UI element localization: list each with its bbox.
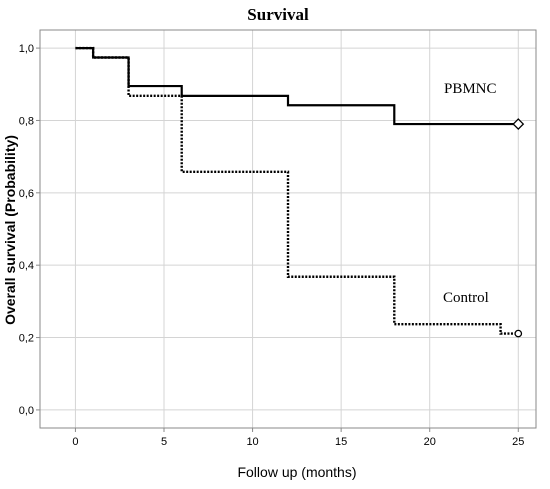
y-tick-label: 0,4 (19, 260, 34, 272)
chart-title: Survival (247, 5, 309, 24)
censor-marker-pbmnc (512, 118, 525, 130)
series-label-pbmnc: PBMNC (444, 81, 497, 97)
x-tick-label: 25 (512, 436, 524, 448)
y-tick-label: 0,6 (19, 188, 34, 200)
x-tick-label: 5 (161, 436, 167, 448)
y-tick-label: 0,2 (19, 333, 34, 345)
x-tick-label: 20 (424, 436, 436, 448)
y-tick-label: 0,8 (19, 115, 34, 127)
series-line-control (75, 46, 519, 335)
series-label-control: Control (443, 290, 489, 306)
x-tick-label: 15 (335, 436, 347, 448)
plot-frame (39, 29, 537, 429)
censor-marker-control (514, 329, 523, 338)
y-tick-label: 1,0 (19, 43, 34, 55)
series-group (75, 46, 525, 338)
y-axis-ticks: 0,0 0,2 0,4 0,6 0,8 1,0 (19, 43, 40, 417)
x-axis-label: Follow up (months) (237, 464, 356, 480)
x-axis-ticks: 0 5 10 15 20 25 (72, 428, 524, 448)
x-tick-label: 0 (72, 436, 78, 448)
y-axis-label: Overall survival (Probability) (2, 135, 18, 325)
x-tick-label: 10 (246, 436, 258, 448)
y-tick-label: 0,0 (19, 405, 34, 417)
